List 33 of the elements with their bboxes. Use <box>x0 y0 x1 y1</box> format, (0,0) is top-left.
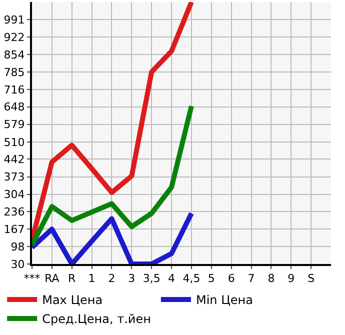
x-tick-label: *** <box>24 272 41 286</box>
y-tick-label: 442 <box>4 153 25 166</box>
y-tick-label: 30 <box>10 258 25 271</box>
y-tick-label: 304 <box>4 188 25 202</box>
y-tick-label: 373 <box>4 170 25 184</box>
x-tick-label: 9 <box>288 272 295 286</box>
y-tick-label: 785 <box>4 66 25 79</box>
x-tick-label: S <box>308 272 315 286</box>
y-tick-label: 991 <box>4 13 25 26</box>
y-tick-label: 579 <box>4 118 25 132</box>
x-tick-label: 2 <box>108 272 116 286</box>
x-tick-label: 8 <box>268 272 275 286</box>
x-tick-label: 4,5 <box>182 272 200 286</box>
y-tick-label: 98 <box>10 240 25 254</box>
x-tick-label: 4 <box>168 272 176 286</box>
x-tick-label: 3 <box>128 272 136 286</box>
x-tick-label: 7 <box>248 272 255 286</box>
legend-label: Min Цена <box>196 293 253 308</box>
y-tick-label: 510 <box>4 136 25 149</box>
legend-label: Сред.Цена, т.йен <box>42 312 151 326</box>
x-tick-label: RA <box>44 272 60 286</box>
y-tick-label: 922 <box>4 30 25 44</box>
y-tick-label: 854 <box>4 48 25 62</box>
y-tick-label: 648 <box>4 100 25 114</box>
x-tick-label: 6 <box>228 272 235 286</box>
x-tick-label: R <box>68 272 76 286</box>
y-tick-label: 167 <box>4 223 25 236</box>
x-tick-label: 3,5 <box>142 272 160 286</box>
legend-label: Max Цена <box>42 293 103 308</box>
x-tick-label: 5 <box>208 272 215 286</box>
x-tick-label: 1 <box>88 272 96 286</box>
y-tick-label: 236 <box>4 205 25 218</box>
y-tick-label: 716 <box>4 83 25 96</box>
